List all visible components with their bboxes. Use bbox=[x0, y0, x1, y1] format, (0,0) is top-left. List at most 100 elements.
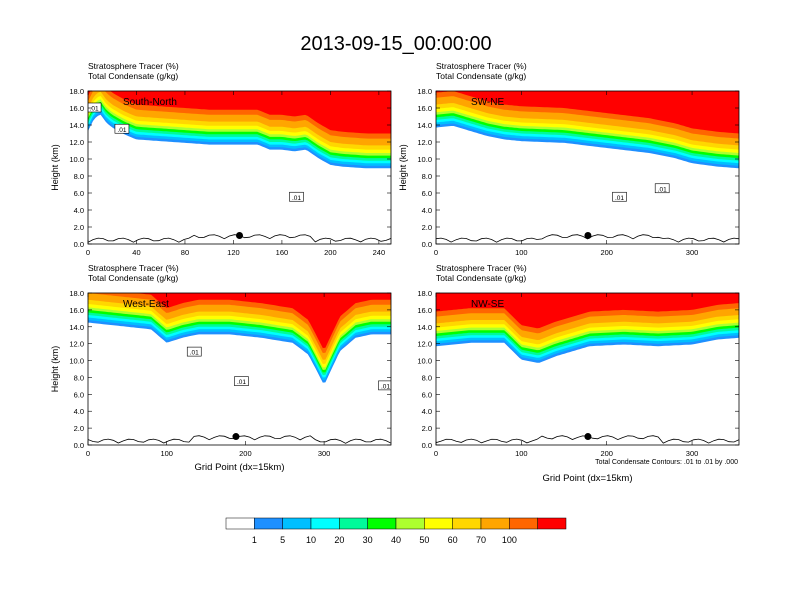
tracer-band-top bbox=[436, 91, 739, 134]
contour-label-text: .01 bbox=[658, 186, 667, 193]
tracer-field: .01 .01 .01 bbox=[88, 91, 391, 244]
contour-label: .01 bbox=[289, 191, 304, 202]
contour-label: .01 bbox=[654, 183, 670, 194]
y-tick-label: 16.0 bbox=[417, 306, 432, 315]
y-tick-label: 0.0 bbox=[74, 240, 84, 249]
y-tick-label: 6.0 bbox=[422, 189, 432, 198]
y-tick-label: 4.0 bbox=[422, 407, 432, 416]
colorbar-box bbox=[424, 517, 453, 530]
y-tick-label: 0.0 bbox=[74, 441, 84, 450]
colorbar-label: 70 bbox=[476, 535, 486, 545]
x-tick-label: 200 bbox=[600, 449, 613, 458]
y-tick-label: 12.0 bbox=[69, 138, 84, 147]
contour-label-text: .01 bbox=[381, 383, 390, 390]
y-tick-label: 16.0 bbox=[69, 306, 84, 315]
contour-label-text: .01 bbox=[615, 195, 624, 202]
contour-label-text: .01 bbox=[237, 379, 246, 386]
colorbar-label: 20 bbox=[334, 535, 344, 545]
x-tick-label: 160 bbox=[276, 248, 289, 257]
x-tick-label: 300 bbox=[318, 449, 331, 458]
y-tick-label: 12.0 bbox=[69, 340, 84, 349]
contour-label: .01 bbox=[186, 346, 202, 357]
colorbar-label: 50 bbox=[419, 535, 429, 545]
plot-frame bbox=[87, 292, 392, 446]
location-marker bbox=[584, 232, 592, 239]
x-tick-label: 240 bbox=[373, 248, 386, 257]
panel-south-north: Stratosphere Tracer (%)Total Condensate … bbox=[50, 61, 392, 257]
figure-title: 2013-09-15_00:00:00 bbox=[300, 33, 491, 55]
panel-nw-se: Stratosphere Tracer (%)Total Condensate … bbox=[417, 263, 740, 484]
x-tick-label: 120 bbox=[227, 248, 240, 257]
y-tick-label: 6.0 bbox=[74, 390, 84, 399]
colorbar-box bbox=[452, 517, 482, 530]
contour-label-box bbox=[114, 123, 130, 134]
colorbar-label: 40 bbox=[391, 535, 401, 545]
plot-frame bbox=[435, 292, 740, 446]
y-tick-label: 10.0 bbox=[417, 155, 432, 164]
x-tick-label: 300 bbox=[686, 248, 699, 257]
location-marker bbox=[236, 232, 243, 239]
contour-label-box bbox=[186, 346, 202, 357]
panel-label-condensate: Total Condensate (g/kg) bbox=[88, 71, 178, 81]
y-tick-label: 0.0 bbox=[422, 240, 432, 249]
panel-sw-ne: Stratosphere Tracer (%)Total Condensate … bbox=[398, 61, 740, 257]
panel-label-condensate: Total Condensate (g/kg) bbox=[88, 273, 178, 283]
tracer-band-top bbox=[88, 91, 391, 134]
y-tick-label: 8.0 bbox=[422, 172, 432, 181]
plot-frame bbox=[435, 90, 740, 245]
x-tick-label: 0 bbox=[434, 248, 438, 257]
colorbar-label: 60 bbox=[448, 535, 458, 545]
contour-footer-note: Total Condensate Contours: .01 to .01 by… bbox=[595, 459, 738, 466]
x-tick-label: 100 bbox=[160, 449, 173, 458]
y-tick-label: 2.0 bbox=[74, 424, 84, 433]
tracer-field: .01 .01 .01 bbox=[88, 293, 391, 445]
y-tick-label: 8.0 bbox=[74, 172, 84, 181]
y-tick-label: 18.0 bbox=[417, 289, 432, 298]
panel-label-condensate: Total Condensate (g/kg) bbox=[436, 71, 526, 81]
plot-frame bbox=[87, 90, 392, 245]
colorbar-box bbox=[339, 517, 368, 530]
panel-label-condensate: Total Condensate (g/kg) bbox=[436, 273, 526, 283]
contour-label-box bbox=[612, 191, 627, 202]
y-tick-label: 12.0 bbox=[417, 138, 432, 147]
colorbar-label: 100 bbox=[502, 535, 517, 545]
panel-label-tracer: Stratosphere Tracer (%) bbox=[436, 263, 527, 273]
contour-label-text: .01 bbox=[117, 127, 126, 134]
panel-label-tracer: Stratosphere Tracer (%) bbox=[88, 61, 179, 71]
y-tick-label: 14.0 bbox=[69, 121, 84, 130]
panel-label-tracer: Stratosphere Tracer (%) bbox=[436, 61, 527, 71]
panel-label-tracer: Stratosphere Tracer (%) bbox=[88, 263, 179, 273]
x-tick-label: 300 bbox=[686, 449, 699, 458]
contour-label-text: .01 bbox=[190, 350, 199, 357]
x-tick-label: 100 bbox=[515, 248, 528, 257]
panel-west-east: Stratosphere Tracer (%)Total Condensate … bbox=[50, 263, 392, 473]
contour-label-box bbox=[654, 183, 670, 194]
y-tick-label: 12.0 bbox=[417, 340, 432, 349]
x-tick-label: 100 bbox=[515, 449, 528, 458]
y-tick-label: 16.0 bbox=[69, 104, 84, 113]
panel-title: SW-NE bbox=[471, 97, 504, 108]
terrain-contour bbox=[436, 234, 739, 243]
colorbar-box bbox=[395, 517, 425, 530]
x-tick-label: 0 bbox=[86, 248, 90, 257]
colorbar-label: 30 bbox=[363, 535, 373, 545]
colorbar-box bbox=[480, 517, 510, 530]
contour-label: .01 bbox=[378, 380, 391, 390]
x-tick-label: 200 bbox=[239, 449, 252, 458]
x-tick-label: 40 bbox=[132, 248, 140, 257]
y-tick-label: 16.0 bbox=[417, 104, 432, 113]
y-tick-label: 8.0 bbox=[422, 373, 432, 382]
y-tick-label: 10.0 bbox=[69, 357, 84, 366]
contour-label: .01 bbox=[234, 376, 249, 386]
contour-label-text: .01 bbox=[292, 195, 301, 202]
contour-label-text: .01 bbox=[90, 106, 99, 113]
panel-title: NW-SE bbox=[471, 299, 504, 310]
contour-label-box bbox=[289, 191, 304, 202]
colorbar-box bbox=[537, 517, 567, 530]
x-tick-label: 200 bbox=[600, 248, 613, 257]
colorbar-box bbox=[282, 517, 312, 530]
y-tick-label: 8.0 bbox=[74, 373, 84, 382]
y-tick-label: 2.0 bbox=[422, 223, 432, 232]
y-tick-label: 14.0 bbox=[69, 323, 84, 332]
